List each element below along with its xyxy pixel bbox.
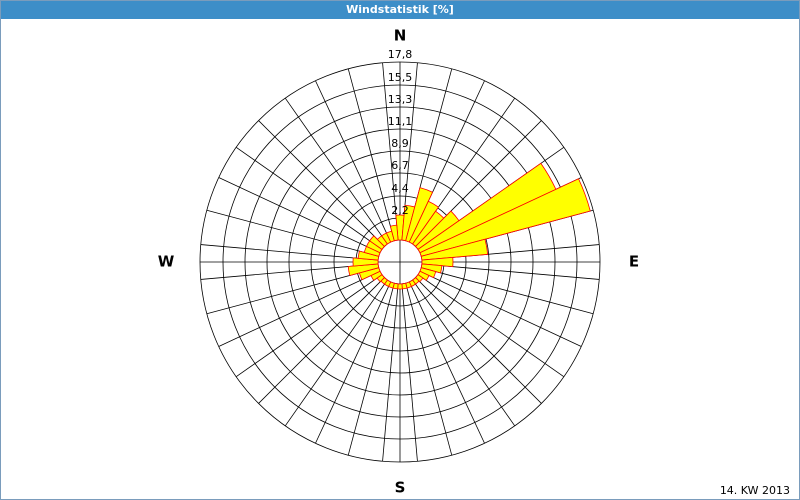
r-tick-label: 13,3: [388, 93, 413, 106]
compass-label: W: [158, 253, 175, 271]
r-tick-label: 4,4: [391, 182, 409, 195]
sector: [420, 238, 489, 261]
r-tick-label: 11,1: [388, 115, 413, 128]
sector: [408, 200, 439, 245]
compass-label: S: [395, 479, 406, 497]
r-tick-label: 2,2: [391, 204, 409, 217]
sector: [417, 270, 430, 281]
labels: 2,2 4,4 6,7 8,9 11,1 13,3 15,5 17,8 N E S W: [158, 27, 639, 497]
sector: [420, 263, 443, 274]
compass-label: N: [394, 27, 407, 45]
chart-title: Windstatistik [%]: [1, 1, 799, 19]
compass-label: E: [629, 253, 639, 271]
r-tick-label: 6,7: [391, 159, 409, 172]
sector: [405, 187, 434, 243]
sector: [414, 274, 424, 283]
sector: [347, 263, 380, 276]
sector: [369, 235, 386, 250]
r-tick-label: 15,5: [388, 71, 413, 84]
sector: [389, 224, 399, 242]
footnote: 14. KW 2013: [720, 484, 790, 497]
r-tick-label: 17,8: [388, 48, 413, 61]
r-tick-label: 8,9: [391, 137, 409, 150]
sectors: [347, 162, 591, 290]
sector: [419, 267, 437, 279]
sector: [352, 257, 379, 267]
sector: [419, 178, 591, 257]
sector: [357, 250, 380, 261]
